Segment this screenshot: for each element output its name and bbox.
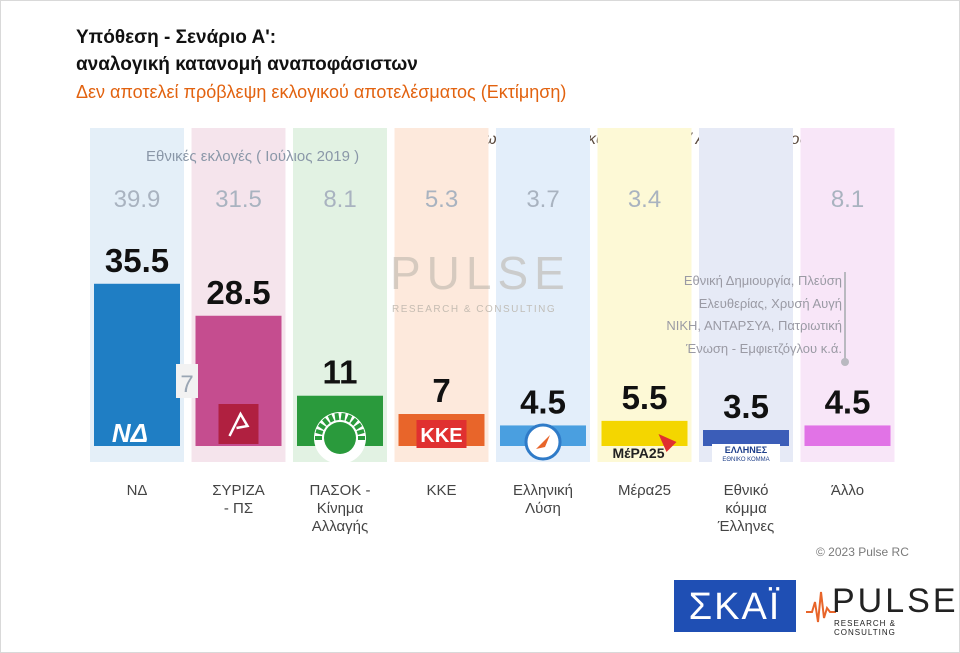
annotation-connector [844, 272, 846, 360]
pasok-ray [317, 422, 326, 430]
copyright: © 2023 Pulse RC [816, 545, 909, 559]
bar-value-label: 7 [432, 372, 450, 409]
column-background [394, 128, 489, 462]
previous-value-label: 8.1 [323, 186, 356, 213]
bar-value-label: 3.5 [723, 388, 769, 425]
chart-subtitle: Δεν αποτελεί πρόβλεψη εκλογικού αποτελέσ… [76, 82, 567, 102]
pasok-ray [356, 429, 365, 435]
previous-election-label: Εθνικές εκλογές ( Ιούλιος 2019 ) [146, 148, 360, 165]
annotation-line: Ελευθερίας, Χρυσή Αυγή [698, 295, 842, 311]
category-label: ΝΔ [127, 482, 148, 499]
category-label: κόμμα [725, 500, 767, 517]
category-label: Αλλαγής [312, 518, 369, 535]
skai-logo-text: ΣΚΑΪ [688, 586, 782, 628]
marker-box [176, 364, 198, 398]
category-label: Εθνικό [724, 482, 769, 499]
pasok-ray [354, 422, 363, 430]
column-background [597, 128, 692, 462]
bar-value-label: 4.5 [520, 383, 566, 420]
category-label: Κίνημα [317, 500, 364, 517]
kke-logo-text: ΚΚΕ [420, 425, 462, 447]
bar-value-label: 35.5 [105, 242, 169, 279]
previous-value-label: 8.1 [831, 186, 864, 213]
previous-value-label: 31.5 [215, 186, 262, 213]
bar-value-label: 11 [323, 354, 358, 391]
column-background [699, 128, 793, 462]
category-label: Μέρα25 [618, 482, 671, 499]
pulse-logo: PULSE [832, 582, 959, 620]
syriza-logo [218, 404, 259, 444]
bar-value-label: 5.5 [622, 379, 668, 416]
compass-needle-icon [536, 435, 550, 449]
annotation-line: ΝΙΚΗ, ΑΝΤΑΡΣΥΑ, Πατριωτική [666, 318, 842, 333]
nd-logo-text: ΝΔ [112, 418, 148, 448]
skai-logo: ΣΚΑΪ [674, 580, 796, 632]
bar [703, 430, 789, 446]
previous-value-label: 3.4 [628, 186, 661, 213]
previous-value-label: 39.9 [114, 186, 161, 213]
previous-value-label: 3.7 [526, 186, 559, 213]
bar [804, 425, 891, 446]
category-label: ΚΚΕ [426, 482, 456, 499]
pasok-ray [340, 412, 346, 421]
category-label: ΠΑΣΟΚ - [310, 482, 371, 499]
pasok-ray [350, 417, 358, 426]
category-label: Άλλο [831, 482, 864, 499]
kke-logo [416, 420, 467, 448]
other-annotation: Εθνική Δημιουργία, Πλεύση Ελευθερίας, Χρ… [610, 270, 842, 360]
category-label: - ΠΣ [224, 500, 253, 517]
ellines-logo-subtext: ΕΘΝΙΚΟ ΚΟΜΜΑ [722, 457, 769, 463]
pasok-ray [327, 414, 335, 423]
bar-value-label: 28.5 [206, 274, 270, 311]
annotation-line: Ένωση - Εμφιετζόγλου κ.ά. [686, 340, 842, 356]
pulse-tagline: RESEARCH & CONSULTING [834, 619, 897, 637]
ellines-logo [712, 444, 780, 462]
syriza-star-icon [228, 411, 250, 437]
category-label: Λύση [525, 500, 561, 517]
pasok-ray [322, 417, 330, 426]
bar [94, 283, 180, 446]
annotation-connector-dot [841, 358, 849, 366]
annotation-line: Εθνική Δημιουργία, Πλεύση [683, 273, 842, 288]
category-label: ΣΥΡΙΖΑ [212, 482, 265, 499]
column-background [800, 128, 895, 462]
nd-logo [99, 420, 161, 446]
category-label: Ελληνική [513, 482, 573, 499]
marker-text: 7 [180, 371, 193, 398]
chart-title-line2: αναλογική κατανομή αναποφάσιστων [76, 54, 418, 75]
bar-value-label: 4.5 [825, 383, 871, 420]
watermark-tagline: RESEARCH & CONSULTING [392, 304, 557, 315]
pasok-ray [345, 414, 353, 423]
ellines-logo-text: ΕΛΛΗΝΕΣ [725, 445, 768, 455]
chart-title-line1: Υπόθεση - Σενάριο Α': [76, 27, 277, 48]
mera25-logo-icon [658, 434, 677, 452]
pasok-ray [334, 412, 340, 421]
pasok-ray [315, 429, 324, 435]
column-background [496, 128, 590, 462]
mera25-logo-text: ΜέΡΑ25 [613, 445, 665, 461]
pasok-sun-icon [324, 422, 356, 454]
pulse-wave-icon [806, 591, 836, 623]
category-label: Έλληνες [717, 518, 775, 535]
watermark-logo: PULSE [390, 247, 571, 299]
previous-value-label: 5.3 [425, 186, 458, 213]
